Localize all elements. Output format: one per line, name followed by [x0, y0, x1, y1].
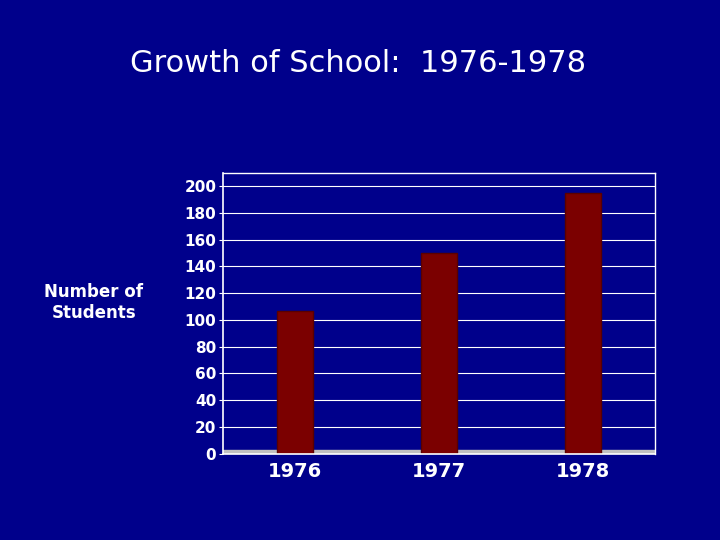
Bar	[223, 450, 655, 460]
Bar	[277, 310, 313, 454]
Bar	[565, 193, 601, 454]
Bar	[421, 253, 457, 454]
Text: Number of
Students: Number of Students	[44, 283, 143, 322]
Text: Growth of School:  1976-1978: Growth of School: 1976-1978	[130, 49, 586, 78]
